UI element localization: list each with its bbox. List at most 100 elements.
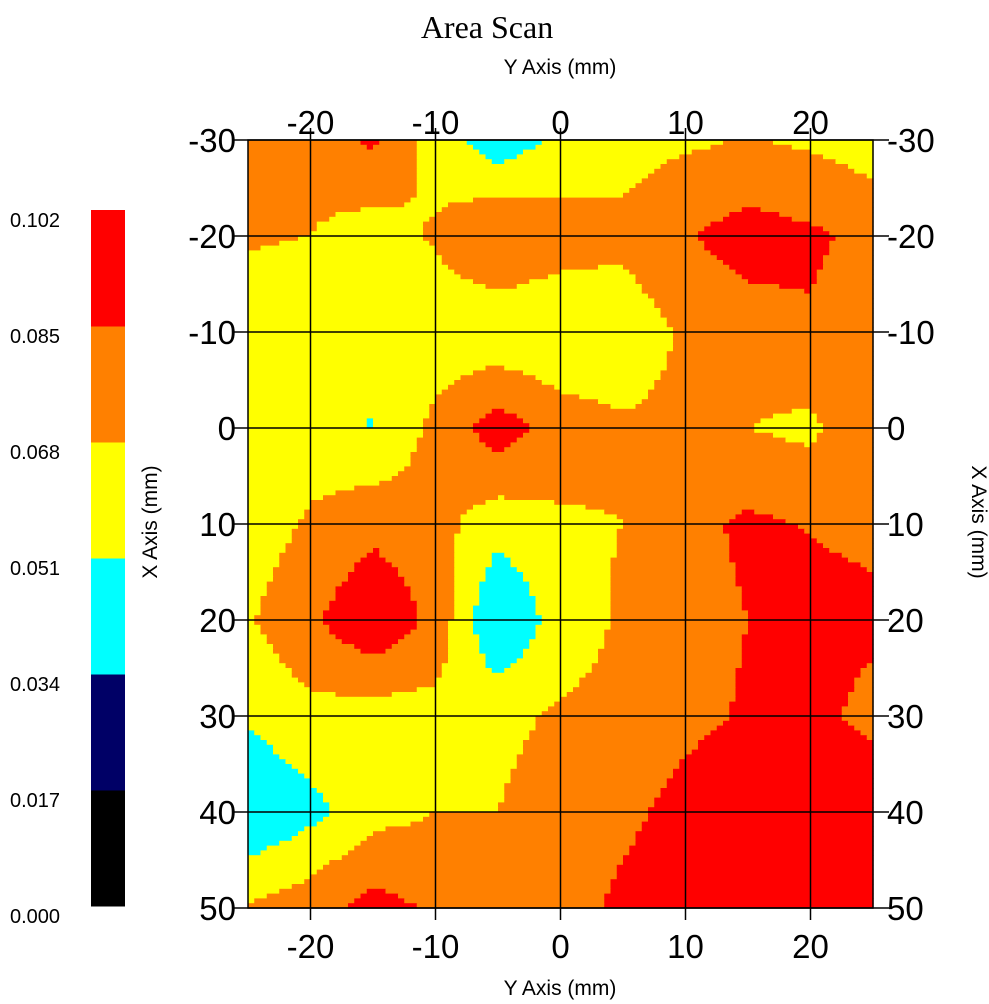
contour-cell — [416, 159, 493, 165]
contour-cell — [423, 423, 474, 429]
contour-cell — [248, 236, 299, 242]
contour-cell — [248, 341, 674, 347]
contour-cell — [435, 399, 599, 405]
contour-cell — [248, 668, 293, 674]
contour-cell — [248, 212, 337, 218]
y-tick-label-left: 30 — [199, 698, 236, 735]
contour-cell — [416, 140, 468, 146]
contour-cell — [248, 490, 337, 496]
contour-cell — [248, 884, 293, 890]
contour-cell — [248, 264, 449, 271]
contour-cell — [260, 596, 337, 602]
x-axis-title-top: Y Axis (mm) — [504, 56, 617, 79]
contour-cell — [435, 677, 580, 683]
contour-cell — [741, 586, 874, 592]
contour-cell — [248, 389, 443, 395]
contour-cell — [266, 740, 524, 746]
contour-cell — [466, 140, 543, 146]
contour-cell — [416, 178, 643, 184]
contour-cell — [673, 346, 874, 352]
contour-cell — [735, 572, 874, 578]
contour-cell — [635, 274, 743, 280]
contour-cell — [466, 509, 605, 515]
contour-cell — [479, 432, 524, 439]
contour-cell — [660, 792, 874, 799]
contour-cell — [248, 658, 280, 664]
contour-cell — [854, 677, 874, 683]
contour-cell — [248, 672, 293, 679]
contour-cell — [266, 586, 337, 592]
contour-cell — [473, 605, 537, 611]
contour-cell — [248, 456, 412, 463]
contour-cell — [341, 855, 624, 861]
y-tick-label-right: 10 — [887, 506, 924, 543]
contour-cell — [735, 514, 774, 520]
contour-cell — [285, 548, 374, 554]
contour-cell — [279, 562, 355, 568]
contour-cell — [610, 615, 749, 621]
contour-cell — [679, 759, 874, 765]
contour-cell — [248, 840, 280, 847]
contour-cell — [523, 432, 774, 439]
contour-cell — [610, 888, 874, 895]
y-tick-label-right: 40 — [887, 794, 924, 831]
x-tick-label-top: 0 — [551, 104, 569, 141]
contour-cell — [735, 576, 874, 583]
contour-cell — [710, 144, 793, 151]
contour-cell — [248, 687, 312, 693]
contour-cell — [816, 413, 874, 419]
contour-cell — [648, 394, 874, 400]
contour-cell — [723, 720, 849, 727]
contour-cell — [441, 260, 724, 266]
contour-cell — [248, 591, 268, 597]
contour-cell — [248, 466, 405, 472]
contour-cell — [354, 562, 393, 568]
contour-cell — [529, 581, 612, 587]
contour-cell — [248, 524, 299, 530]
contour-cell — [760, 207, 874, 213]
contour-cell — [654, 380, 874, 386]
contour-cell — [685, 754, 874, 760]
contour-cell — [310, 783, 505, 789]
y-tick-label-right: -30 — [887, 122, 935, 159]
contour-cell — [248, 274, 462, 280]
contour-cell — [254, 898, 355, 904]
contour-cell — [291, 764, 518, 770]
contour-cell — [629, 850, 874, 856]
contour-cell — [623, 860, 874, 866]
contour-cell — [248, 754, 280, 760]
contour-cell — [723, 260, 824, 266]
contour-cell — [585, 504, 874, 511]
contour-cell — [610, 605, 743, 611]
contour-cell — [785, 519, 874, 525]
contour-cell — [529, 279, 637, 285]
contour-cell — [248, 279, 474, 285]
contour-cell — [816, 274, 874, 280]
contour-cell — [429, 812, 649, 818]
contour-cell — [248, 327, 674, 333]
contour-cell — [523, 749, 693, 755]
contour-cell — [491, 447, 505, 453]
contour-cell — [248, 384, 449, 391]
contour-cell — [516, 759, 680, 765]
contour-cell — [473, 504, 587, 511]
contour-cell — [860, 562, 874, 568]
contour-cell — [248, 394, 437, 400]
contour-cell — [479, 591, 530, 597]
contour-cell — [729, 519, 787, 525]
contour-cell — [504, 797, 655, 803]
contour-cell — [323, 797, 505, 803]
contour-cell — [248, 610, 262, 616]
contour-cell — [273, 749, 524, 755]
contour-cell — [779, 284, 812, 290]
contour-cell — [248, 298, 655, 304]
contour-cell — [248, 783, 312, 789]
contour-cell — [648, 389, 874, 395]
contour-cell — [610, 596, 743, 602]
contour-cell — [454, 567, 487, 573]
contour-cell — [404, 634, 449, 640]
contour-cell — [473, 610, 537, 616]
contour-cell — [735, 682, 855, 688]
contour-cell — [248, 144, 368, 151]
contour-cell — [854, 687, 874, 693]
